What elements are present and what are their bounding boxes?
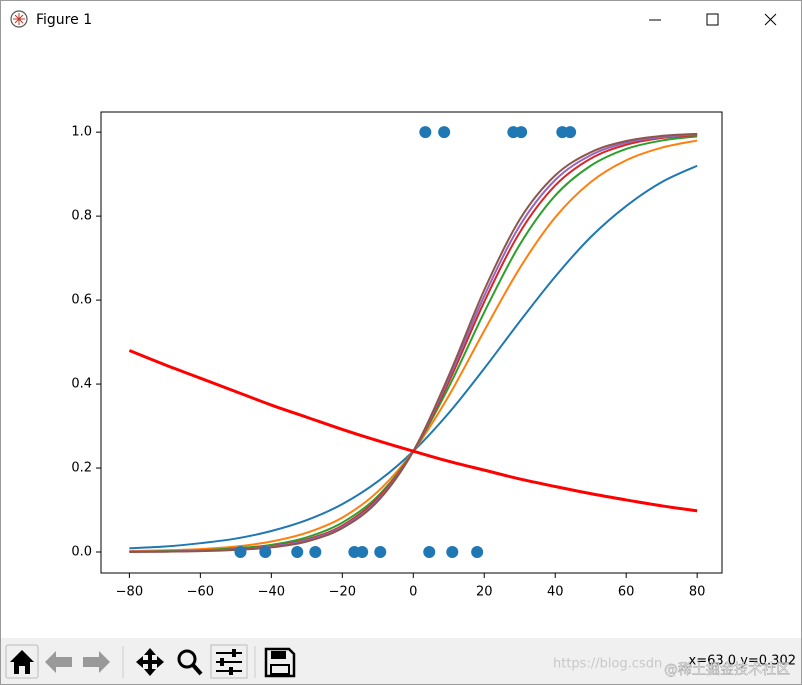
- toolbar-bg: [0, 638, 802, 685]
- back-icon: [45, 651, 72, 673]
- home-icon: [10, 650, 34, 674]
- scatter-point: [374, 546, 387, 559]
- x-tick-label: −20: [329, 585, 356, 600]
- y-tick-label: 0.8: [71, 209, 92, 224]
- save-label: [271, 651, 286, 659]
- scatter-point: [356, 546, 369, 559]
- x-tick-label: −80: [116, 585, 143, 600]
- y-tick-label: 1.0: [71, 125, 92, 140]
- line: [129, 132, 698, 554]
- x-tick-label: 20: [476, 585, 493, 600]
- x-tick-label: 40: [547, 585, 564, 600]
- maximize-button[interactable]: [706, 13, 719, 26]
- zoom-handle: [191, 663, 203, 676]
- scatter-point: [309, 546, 322, 559]
- y-tick-label: 0.0: [71, 545, 92, 560]
- back-button[interactable]: [45, 651, 72, 673]
- axes-frame: [100, 111, 723, 574]
- scatter-point: [515, 126, 528, 139]
- configure-button[interactable]: [210, 644, 248, 679]
- window-title: Figure 1: [36, 12, 92, 28]
- scatter-point: [438, 126, 451, 139]
- x-tick-label: 60: [618, 585, 635, 600]
- x-tick-label: −60: [187, 585, 214, 600]
- scatter-point: [423, 546, 436, 559]
- plot: −80 −60 −40 −20 0 20 40 60 80 0.0 0.2 0.4 0.6 0.8 1.0: [71, 111, 723, 600]
- scatter-point: [471, 546, 484, 559]
- watermark-url: https://blog.csdn: [553, 657, 662, 672]
- x-tick-label: 0: [409, 585, 417, 600]
- pan-button[interactable]: [136, 648, 164, 676]
- pan-icon: [136, 648, 164, 676]
- close-button[interactable]: [764, 13, 777, 26]
- scatter-point: [419, 126, 432, 139]
- save-button[interactable]: [264, 647, 296, 678]
- line: [128, 349, 698, 513]
- slider-knobs: [220, 649, 236, 675]
- x-tick-label: 80: [689, 585, 706, 600]
- x-tick-label: −40: [258, 585, 285, 600]
- home-button[interactable]: [5, 644, 39, 679]
- forward-icon: [83, 651, 110, 673]
- zoom-button[interactable]: [177, 649, 203, 676]
- scatter-point: [259, 546, 272, 559]
- toolbar: [5, 644, 296, 679]
- y-tick-label: 0.2: [71, 461, 92, 476]
- status-text: x=63.0 y=0.302: [689, 654, 796, 669]
- axes-bg: [101, 112, 722, 573]
- scatter-point: [234, 546, 247, 559]
- scatter-point: [564, 126, 577, 139]
- save-icon: [264, 647, 296, 678]
- watermark-brand: @稀土掘金技术社区: [664, 662, 790, 678]
- app-icon-mark: [13, 13, 25, 25]
- zoom-icon: [177, 649, 197, 669]
- y-tick-label: 0.6: [71, 293, 92, 308]
- y-tick-label: 0.4: [71, 377, 92, 392]
- save-slot: [270, 664, 290, 675]
- scatter-point: [291, 546, 304, 559]
- scatter-point: [446, 546, 459, 559]
- forward-button[interactable]: [83, 651, 110, 673]
